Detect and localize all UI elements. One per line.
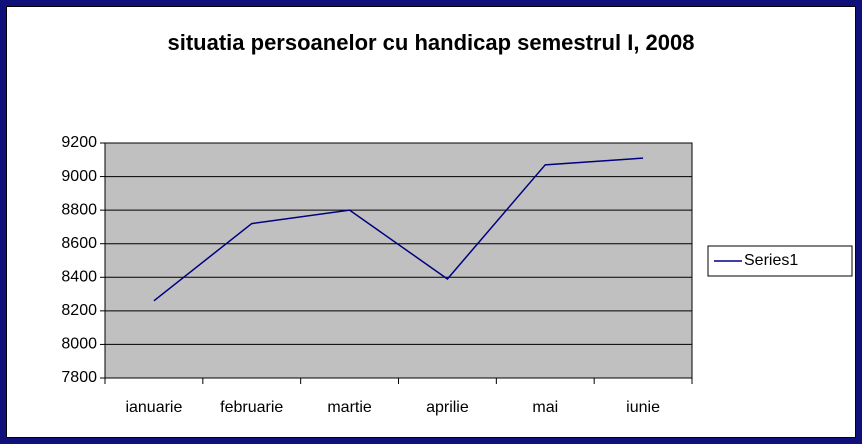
y-tick-label: 8200 <box>61 302 97 319</box>
y-tick-label: 8800 <box>61 201 97 218</box>
y-tick-label: 8000 <box>61 336 97 353</box>
x-tick-label: aprilie <box>426 399 469 416</box>
y-tick-label: 8400 <box>61 269 97 286</box>
legend-label: Series1 <box>744 252 798 269</box>
y-tick-label: 7800 <box>61 369 97 386</box>
y-tick-label: 9000 <box>61 168 97 185</box>
y-tick-label: 8600 <box>61 235 97 252</box>
x-tick-label: iunie <box>626 399 660 416</box>
x-tick-label: ianuarie <box>125 399 182 416</box>
x-tick-label: februarie <box>220 399 283 416</box>
chart-title: situatia persoanelor cu handicap semestr… <box>167 30 695 55</box>
x-tick-label: mai <box>532 399 558 416</box>
series-line <box>153 157 644 302</box>
x-tick-label: martie <box>327 399 372 416</box>
plot-area <box>105 143 692 378</box>
y-tick-label: 9200 <box>61 134 97 151</box>
